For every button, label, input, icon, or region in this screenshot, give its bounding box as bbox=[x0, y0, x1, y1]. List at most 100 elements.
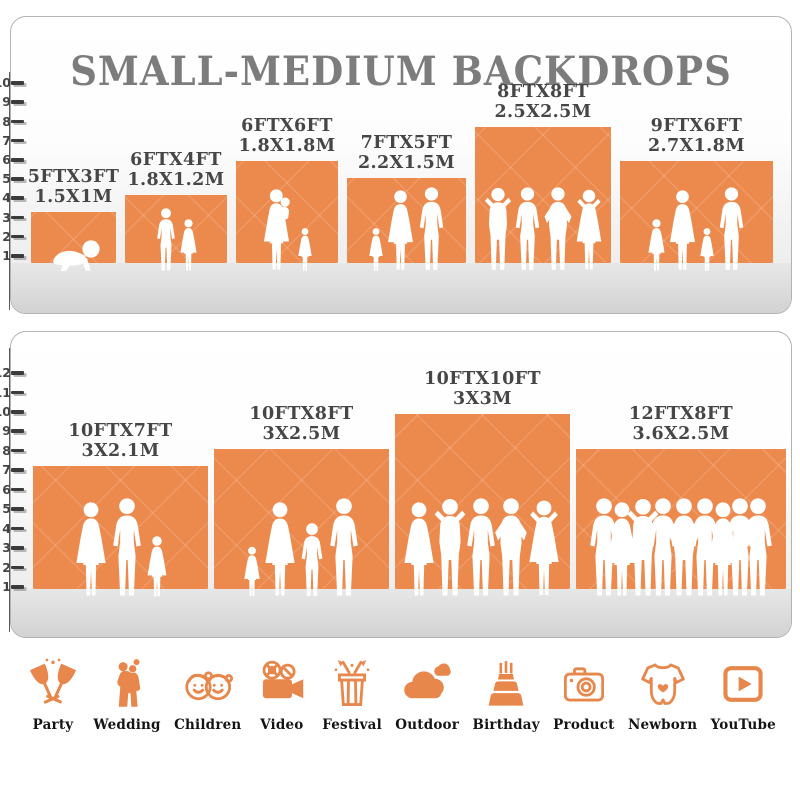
backdrop-size-label: 10FTX10FT 3X3M bbox=[424, 369, 541, 410]
backdrop-size-ft: 8FTX8FT bbox=[497, 81, 589, 102]
festival-icon bbox=[325, 656, 379, 710]
ruler-tick-number: 12 bbox=[0, 365, 11, 381]
category-label: Festival bbox=[322, 717, 382, 733]
ruler-tick-number: 1 bbox=[2, 579, 11, 594]
ruler-tick-dash bbox=[11, 565, 24, 570]
ruler-tick-dash bbox=[11, 158, 24, 162]
woman-silhouette bbox=[263, 502, 297, 598]
backdrop-size-m: 3X2.1M bbox=[81, 441, 160, 462]
ruler-tick-number: 7 bbox=[2, 462, 11, 478]
backdrop-cards-top: 5FTX3FT 1.5X1M 6FTX4FT 1.8X1.2M 6FTX6FT 1.8X1… bbox=[11, 17, 791, 313]
category-label: Newborn bbox=[627, 717, 698, 733]
ruler-tick-dash bbox=[11, 177, 24, 181]
backdrop-rect bbox=[620, 161, 773, 263]
backdrop-size-label: 12FTX8FT 3.6X2.5M bbox=[629, 404, 733, 445]
people-silhouettes bbox=[33, 498, 208, 598]
ruler-tick-number: 7 bbox=[2, 132, 11, 148]
backdrop-cards-bottom: 10FTX7FT 3X2.1M 10FTX8FT 3X2.5M 10FTX10FT 3X3… bbox=[11, 332, 791, 637]
youtube-icon bbox=[716, 656, 770, 710]
baby-crawling-silhouette bbox=[48, 238, 100, 272]
ruler-tick-number: 2 bbox=[2, 559, 11, 575]
backdrop-size-m: 3.6X2.5M bbox=[632, 424, 730, 445]
category-item-wedding: Wedding bbox=[93, 656, 160, 733]
ruler-tick-dash bbox=[11, 138, 24, 143]
people-silhouettes bbox=[125, 208, 227, 272]
ruler-tick-number: 9 bbox=[2, 423, 11, 439]
woman-silhouette bbox=[668, 190, 697, 272]
category-label: Wedding bbox=[93, 717, 161, 733]
backdrop-card: 10FTX8FT 3X2.5M bbox=[214, 404, 389, 589]
ruler-tick-dash bbox=[11, 468, 24, 472]
backdrop-size-label: 5FTX3FT 1.5X1M bbox=[28, 167, 120, 208]
people-silhouettes bbox=[214, 498, 389, 598]
backdrop-size-m: 1.8X1.8M bbox=[238, 136, 336, 157]
party-icon bbox=[26, 656, 80, 710]
category-label: Birthday bbox=[472, 717, 540, 733]
boy-silhouette bbox=[299, 523, 325, 598]
ruler-tick-number: 6 bbox=[2, 481, 11, 497]
man-silhouette bbox=[717, 187, 746, 272]
ruler-tick-number: 5 bbox=[2, 171, 11, 187]
ruler-tick-dash bbox=[11, 254, 24, 258]
category-item-children: Children bbox=[174, 656, 241, 733]
category-label: Video bbox=[260, 717, 304, 733]
children-icon bbox=[181, 656, 235, 710]
category-label: Outdoor bbox=[395, 717, 460, 733]
ruler-tick-dash bbox=[11, 409, 24, 414]
ruler-tick-number: 9 bbox=[2, 94, 11, 110]
backdrop-size-label: 7FTX5FT 2.2X1.5M bbox=[358, 133, 455, 174]
ruler-spine-bottom bbox=[8, 348, 11, 632]
woman-hands-on-head-silhouette bbox=[525, 500, 563, 598]
small-medium-panel: SMALL-MEDIUM BACKDROPS 5FTX3FT 1.5X1M 6FTX… bbox=[10, 16, 792, 314]
backdrop-size-m: 2.7X1.8M bbox=[647, 136, 746, 157]
backdrop-size-ft: 5FTX3FT bbox=[27, 166, 120, 187]
man-hands-on-hips-silhouette bbox=[541, 187, 575, 272]
ruler-tick-number: 3 bbox=[2, 540, 11, 556]
people-silhouettes bbox=[620, 187, 773, 272]
boy-silhouette bbox=[155, 208, 177, 272]
backdrop-size-m: 1.5X1M bbox=[34, 187, 113, 208]
ruler-tick-dash bbox=[11, 234, 24, 239]
category-item-product: Product bbox=[553, 656, 614, 733]
category-item-outdoor: Outdoor bbox=[395, 656, 459, 733]
woman-silhouette bbox=[74, 502, 108, 598]
ruler-tick-number: 8 bbox=[2, 113, 11, 129]
poster-title: SMALL-MEDIUM BACKDROPS bbox=[70, 47, 732, 95]
backdrop-size-label: 10FTX8FT 3X2.5M bbox=[249, 404, 353, 445]
man-silhouette bbox=[741, 498, 775, 598]
category-label: Party bbox=[32, 717, 74, 733]
man-silhouette bbox=[327, 498, 361, 598]
backdrop-size-ft: 9FTX6FT bbox=[650, 115, 743, 136]
backdrop-rect bbox=[31, 212, 116, 263]
backdrop-card: 7FTX5FT 2.2X1.5M bbox=[347, 133, 466, 263]
ruler-tick-number: 10 bbox=[0, 403, 11, 419]
ruler-tick-dash bbox=[11, 448, 24, 453]
woman-hands-on-head-silhouette bbox=[573, 189, 605, 272]
medium-large-panel: 10FTX7FT 3X2.1M 10FTX8FT 3X2.5M 10FTX10FT 3X3… bbox=[10, 331, 792, 638]
backdrop-card: 6FTX6FT 1.8X1.8M bbox=[236, 116, 338, 263]
woman-silhouette bbox=[386, 190, 415, 272]
people-silhouettes bbox=[31, 238, 116, 272]
newborn-icon bbox=[636, 656, 690, 710]
ruler-tick-dash bbox=[11, 119, 24, 124]
category-item-birthday: Birthday bbox=[472, 656, 540, 733]
category-label: YouTube bbox=[710, 717, 776, 733]
category-item-youtube: YouTube bbox=[711, 656, 776, 733]
backdrop-card: 5FTX3FT 1.5X1M bbox=[28, 167, 119, 263]
backdrop-size-ft: 10FTX8FT bbox=[249, 403, 354, 424]
birthday-icon bbox=[479, 656, 533, 710]
ruler-tick-dash bbox=[11, 429, 24, 433]
backdrop-card: 10FTX10FT 3X3M bbox=[395, 369, 570, 589]
ruler-tick-dash bbox=[11, 81, 24, 85]
ruler-tick-number: 10 bbox=[0, 75, 11, 91]
backdrop-size-m: 2.2X1.5M bbox=[357, 153, 456, 174]
floor-strip bbox=[11, 589, 791, 637]
backdrop-size-label: 6FTX6FT 1.8X1.8M bbox=[238, 116, 335, 157]
backdrop-size-ft: 10FTX7FT bbox=[68, 420, 173, 441]
toddler-girl-silhouette bbox=[368, 228, 384, 272]
ruler-tick-dash bbox=[11, 546, 24, 550]
product-icon bbox=[557, 656, 611, 710]
ruler-tick-number: 2 bbox=[2, 228, 11, 244]
ruler-tick-dash bbox=[11, 526, 24, 531]
